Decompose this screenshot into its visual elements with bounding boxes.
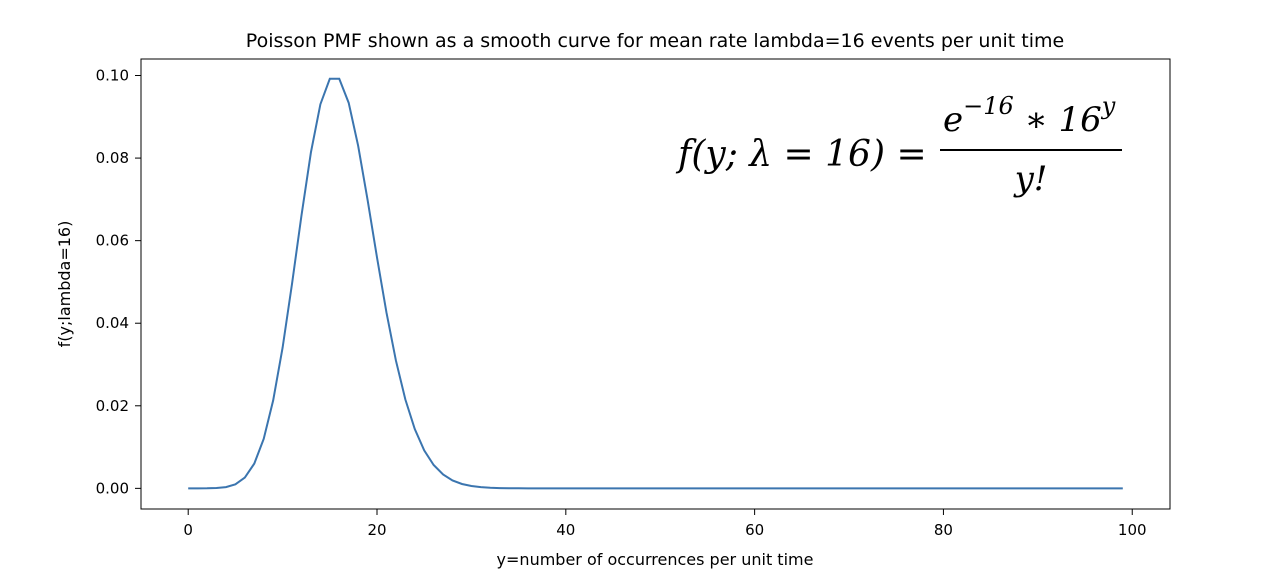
chart-title: Poisson PMF shown as a smooth curve for … xyxy=(246,30,1064,52)
series-line-poisson-pmf xyxy=(188,77,1123,490)
x-tick-label: 20 xyxy=(367,521,386,539)
x-axis-label: y=number of occurrences per unit time xyxy=(497,550,814,569)
plot-area xyxy=(140,58,1171,510)
formula-num-exp: −16 xyxy=(963,92,1014,120)
x-tick-label: 40 xyxy=(556,521,575,539)
y-tick-label: 0.04 xyxy=(96,314,129,332)
formula-denominator: y! xyxy=(1013,159,1048,199)
y-tick-label: 0.08 xyxy=(96,149,129,167)
y-axis-ticks: 0.00 0.02 0.04 0.06 0.08 0.10 xyxy=(96,67,141,497)
formula-lhs: f(y; λ = 16) = xyxy=(675,134,927,175)
formula-numerator: e−16 ∗ 16y xyxy=(943,92,1116,140)
x-axis-ticks: 0 20 40 60 80 100 xyxy=(183,509,1147,539)
y-axis-label: f(y;lambda=16) xyxy=(55,221,74,348)
y-tick-label: 0.10 xyxy=(96,67,129,85)
formula-num-exp2: y xyxy=(1101,92,1116,120)
formula-annotation: f(y; λ = 16) = e−16 ∗ 16y y! xyxy=(675,92,1122,199)
x-tick-label: 100 xyxy=(1118,521,1147,539)
y-tick-label: 0.06 xyxy=(96,232,129,250)
formula-num-base: e xyxy=(943,100,963,140)
x-tick-label: 60 xyxy=(745,521,764,539)
formula-num-mid: ∗ 16 xyxy=(1014,100,1102,140)
y-tick-label: 0.02 xyxy=(96,397,129,415)
y-tick-label: 0.00 xyxy=(96,479,129,497)
x-tick-label: 80 xyxy=(934,521,953,539)
x-tick-label: 0 xyxy=(183,521,193,539)
